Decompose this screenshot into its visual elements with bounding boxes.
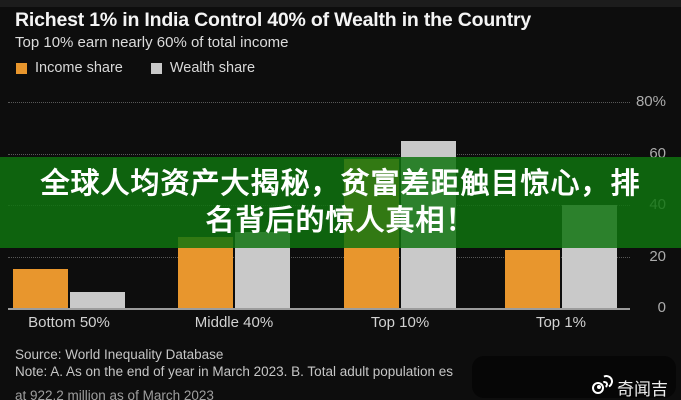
gridline-80 [8, 102, 630, 103]
legend-label: Income share [35, 60, 123, 76]
bar-income-share-top-1 [505, 249, 560, 308]
top-edge-strip [0, 0, 681, 7]
x-category-label: Middle 40% [194, 314, 274, 331]
banner-text-line1: 全球人均资产大揭秘，贫富差距触目惊心，排 [40, 167, 641, 200]
watermark: 奇闻吉 [592, 373, 676, 399]
y-tick-label-80: 80% [635, 93, 666, 110]
gridline-20 [8, 256, 630, 258]
legend-item-income: Income share [16, 60, 123, 76]
source-text: Source: World Inequality Database [15, 347, 224, 362]
overlay-headline-banner: 全球人均资产大揭秘，贫富差距触目惊心，排 名背后的惊人真相！ [0, 157, 681, 248]
banner-text-line2: 名背后的惊人真相！ [205, 204, 476, 237]
gridline-60 [8, 153, 630, 155]
chart-title: Richest 1% in India Control 40% of Wealt… [15, 9, 532, 31]
x-category-label: Bottom 50% [28, 314, 110, 331]
bar-income-share-bottom-50 [13, 269, 68, 308]
watermark-text: 奇闻吉 [617, 380, 668, 399]
legend-item-wealth: Wealth share [150, 60, 256, 76]
x-axis-baseline [8, 308, 630, 310]
note-text-line2-clipped: at 922.2 million as of March 2023 [15, 388, 214, 400]
x-category-label: Top 10% [370, 314, 430, 331]
legend: Income share Wealth share [16, 60, 273, 76]
chart-subtitle: Top 10% earn nearly 60% of total income [15, 34, 289, 51]
bar-income-share-middle-40 [178, 237, 233, 308]
black-cover-blob [472, 356, 676, 398]
weibo-eye-icon [592, 373, 615, 394]
wealth-share-swatch [150, 62, 162, 74]
x-category-label: Top 1% [535, 314, 587, 331]
y-tick-label-0: 0 [657, 299, 666, 316]
legend-label: Wealth share [169, 60, 256, 76]
income-share-swatch [16, 62, 27, 74]
note-text-line1: Note: A. As on the end of year in March … [15, 364, 454, 379]
bar-wealth-share-bottom-50 [70, 291, 125, 308]
y-tick-label-20: 20 [649, 247, 666, 265]
